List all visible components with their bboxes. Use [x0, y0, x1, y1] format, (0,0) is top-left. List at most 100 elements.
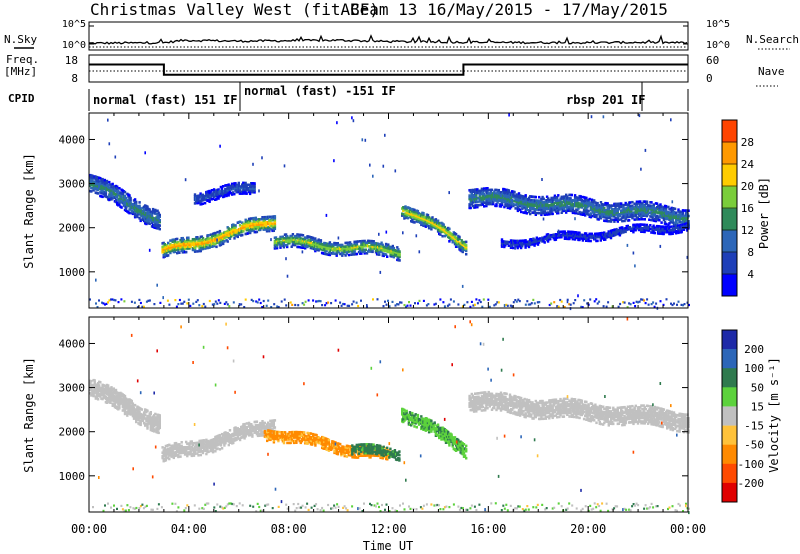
scatter-cell	[353, 249, 356, 253]
velocity-scatter	[89, 317, 690, 515]
scatter-cell	[344, 254, 347, 257]
scatter-cell	[316, 300, 319, 303]
scatter-cell	[476, 191, 479, 195]
scatter-cell	[507, 190, 511, 194]
scatter-cell	[562, 207, 566, 211]
scatter-cell	[643, 218, 646, 221]
scatter-cell	[622, 216, 625, 219]
scatter-cell	[223, 444, 226, 447]
scatter-cell	[270, 306, 273, 309]
scatter-cell	[112, 185, 115, 188]
scatter-cell	[156, 213, 159, 216]
scatter-cell	[551, 201, 554, 205]
scatter-cell	[685, 222, 688, 225]
scatter-cell	[348, 244, 352, 248]
scatter-cell	[512, 192, 515, 195]
scatter-cell	[190, 440, 193, 443]
scatter-cell	[609, 214, 613, 218]
scatter-cell	[313, 245, 316, 249]
scatter-cell	[543, 208, 546, 211]
scatter-cell	[511, 199, 514, 202]
scatter-cell	[89, 184, 92, 188]
scatter-cell	[245, 192, 248, 195]
scatter-cell	[532, 199, 535, 202]
scatter-cell	[311, 236, 315, 240]
scatter-cell	[216, 195, 219, 199]
scatter-cell	[396, 251, 399, 254]
scatter-cell	[132, 417, 136, 420]
scatter-cell	[598, 213, 601, 216]
scatter-cell	[318, 299, 321, 303]
scatter-cell	[158, 224, 161, 227]
scatter-cell	[668, 225, 671, 229]
scatter-cell	[104, 191, 108, 195]
scatter-cell	[507, 189, 511, 192]
scatter-cell	[189, 245, 192, 248]
scatter-cell	[198, 448, 201, 452]
scatter-cell	[468, 194, 471, 197]
scatter-cell	[463, 303, 466, 306]
scatter-cell	[547, 200, 550, 204]
scatter-cell	[495, 204, 498, 208]
scatter-cell	[632, 230, 635, 234]
scatter-cell	[570, 209, 573, 213]
scatter-cell	[214, 235, 217, 238]
scatter-cell	[560, 202, 563, 206]
scatter-cell	[335, 254, 338, 257]
scatter-cell	[624, 230, 627, 234]
scatter-cell	[328, 241, 332, 244]
scatter-cell	[158, 227, 161, 231]
scatter-cell	[338, 247, 342, 250]
scatter-cell	[639, 202, 642, 205]
scatter-cell	[98, 299, 100, 302]
scatter-cell	[293, 238, 297, 241]
scatter-cell	[214, 300, 217, 303]
scatter-cell	[171, 240, 174, 243]
scatter-cell	[237, 233, 241, 236]
scatter-cell	[102, 302, 105, 305]
scatter-cell	[553, 234, 556, 238]
scatter-cell	[606, 205, 609, 209]
scatter-cell	[185, 440, 188, 444]
scatter-cell	[280, 240, 283, 244]
scatter-cell	[357, 304, 360, 308]
scatter-cell	[120, 197, 123, 200]
scatter-cell	[617, 230, 620, 234]
scatter-cell	[393, 254, 397, 257]
scatter-cell	[331, 243, 334, 246]
scatter-cell	[558, 232, 561, 236]
scatter-cell	[577, 212, 580, 215]
scatter-cell	[370, 239, 373, 243]
scatter-cell	[172, 451, 175, 454]
scatter-cell	[193, 449, 197, 452]
scatter-cell	[291, 241, 295, 245]
scatter-cell	[465, 249, 468, 252]
scatter-cell	[129, 411, 132, 414]
scatter-cell	[560, 235, 563, 239]
scatter-cell	[624, 210, 627, 214]
scatter-cell	[201, 247, 205, 251]
scatter-cell	[178, 446, 181, 450]
scatter-cell	[372, 298, 374, 301]
scatter-cell	[505, 193, 508, 197]
scatter-cell	[557, 211, 560, 215]
scatter-cell	[496, 197, 499, 201]
scatter-cell	[100, 191, 103, 195]
scatter-cell	[514, 246, 516, 250]
scatter-cell	[606, 202, 609, 205]
scatter-cell	[589, 298, 592, 301]
scatter-cell	[336, 249, 339, 252]
scatter-cell	[497, 190, 500, 194]
scatter-cell	[193, 202, 197, 205]
scatter-cell	[389, 247, 392, 251]
scatter-cell	[476, 205, 479, 209]
scatter-cell	[214, 233, 217, 237]
scatter-cell	[307, 242, 310, 245]
scatter-cell	[485, 203, 488, 206]
scatter-cell	[217, 197, 220, 200]
scatter-cell	[486, 187, 489, 190]
power-ytick-2000: 2000	[59, 222, 86, 235]
scatter-cell	[624, 217, 627, 221]
scatter-cell	[284, 240, 288, 243]
scatter-cell	[427, 216, 431, 219]
